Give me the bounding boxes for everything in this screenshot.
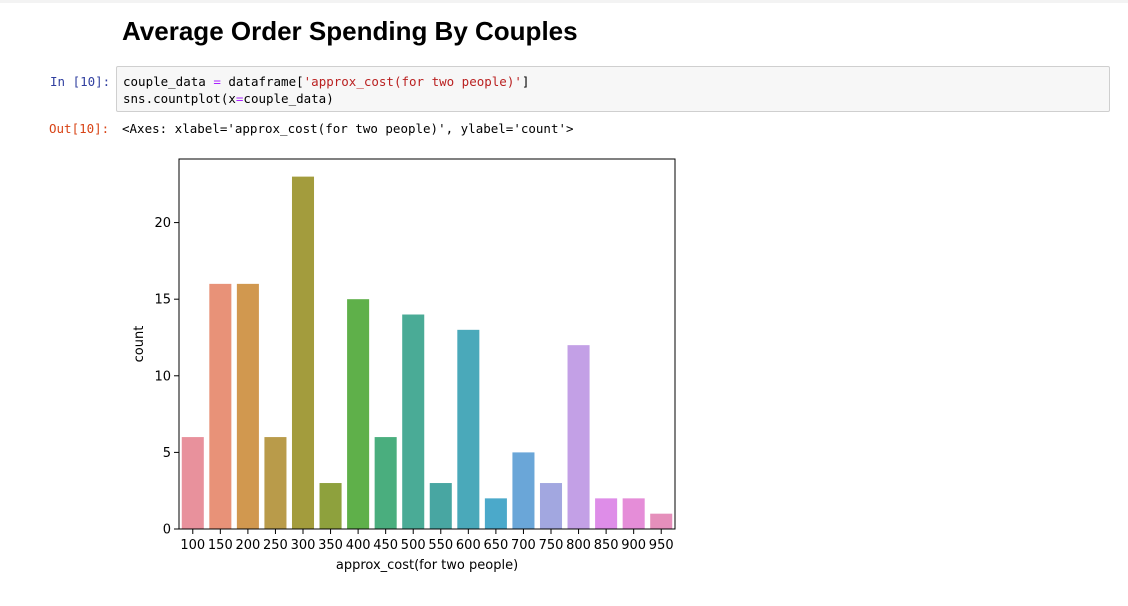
code-line-1: couple_data = dataframe['approx_cost(for… [123,74,529,89]
chart-bar [429,483,452,529]
code-token: couple_data) [243,91,334,106]
x-tick-label: 700 [511,538,536,553]
chart-bar [650,513,673,529]
code-token: ] [521,74,530,89]
plot-frame [178,158,676,530]
y-tick-label: 10 [154,369,171,384]
x-tick-label: 600 [456,538,481,553]
x-tick-label: 500 [401,538,426,553]
y-tick-label: 20 [154,216,171,231]
y-axis-label: count [132,326,147,363]
code-token: couple_data [123,74,214,89]
x-tick-label: 900 [621,538,646,553]
chart-bar [457,329,480,529]
x-tick-label: 100 [180,538,205,553]
x-tick-label: 850 [594,538,619,553]
code-cell[interactable]: couple_data = dataframe['approx_cost(for… [116,66,1110,112]
chart-bar [209,283,232,529]
chart-bar [374,437,397,529]
chart-bar [567,345,590,529]
x-tick-label: 450 [373,538,398,553]
chart-bar [402,314,425,529]
code-token: dataframe[ [220,74,304,89]
code-string: 'approx_cost(for two people)' [303,74,522,89]
x-tick-label: 550 [428,538,453,553]
x-tick-label: 400 [346,538,371,553]
code-operator: = [235,91,244,106]
chart-bar [539,483,563,529]
section-heading: Average Order Spending By Couples [122,16,578,46]
x-tick-label: 200 [235,538,260,553]
x-tick-label: 150 [208,538,233,553]
x-tick-label: 350 [318,538,343,553]
chart-bar [347,299,370,529]
chart-bar [484,498,507,529]
top-divider [0,0,1128,3]
chart-bar [622,498,645,529]
x-tick-label: 250 [263,538,288,553]
x-axis-label: approx_cost(for two people) [336,558,518,573]
x-tick-label: 950 [649,538,674,553]
output-prompt: Out[10]: [49,121,110,136]
chart-bar [291,176,315,529]
x-tick-label: 750 [539,538,564,553]
x-tick-label: 650 [483,538,508,553]
y-tick-label: 5 [163,446,171,461]
code-operator: = [213,74,221,89]
x-tick-label: 300 [291,538,316,553]
input-prompt: In [10]: [50,74,111,89]
chart-bar [512,452,535,529]
chart-bar [264,437,287,529]
code-line-2: sns.countplot(x=couple_data) [123,91,334,106]
chart-bar [181,437,204,529]
x-tick-label: 800 [566,538,591,553]
chart-bar [236,283,259,529]
code-token: sns.countplot(x [123,91,236,106]
y-tick-label: 0 [163,523,171,538]
y-tick-label: 15 [154,293,171,308]
chart-bar [319,483,342,529]
output-repr: <Axes: xlabel='approx_cost(for two peopl… [122,121,574,136]
chart-bar [595,498,618,529]
